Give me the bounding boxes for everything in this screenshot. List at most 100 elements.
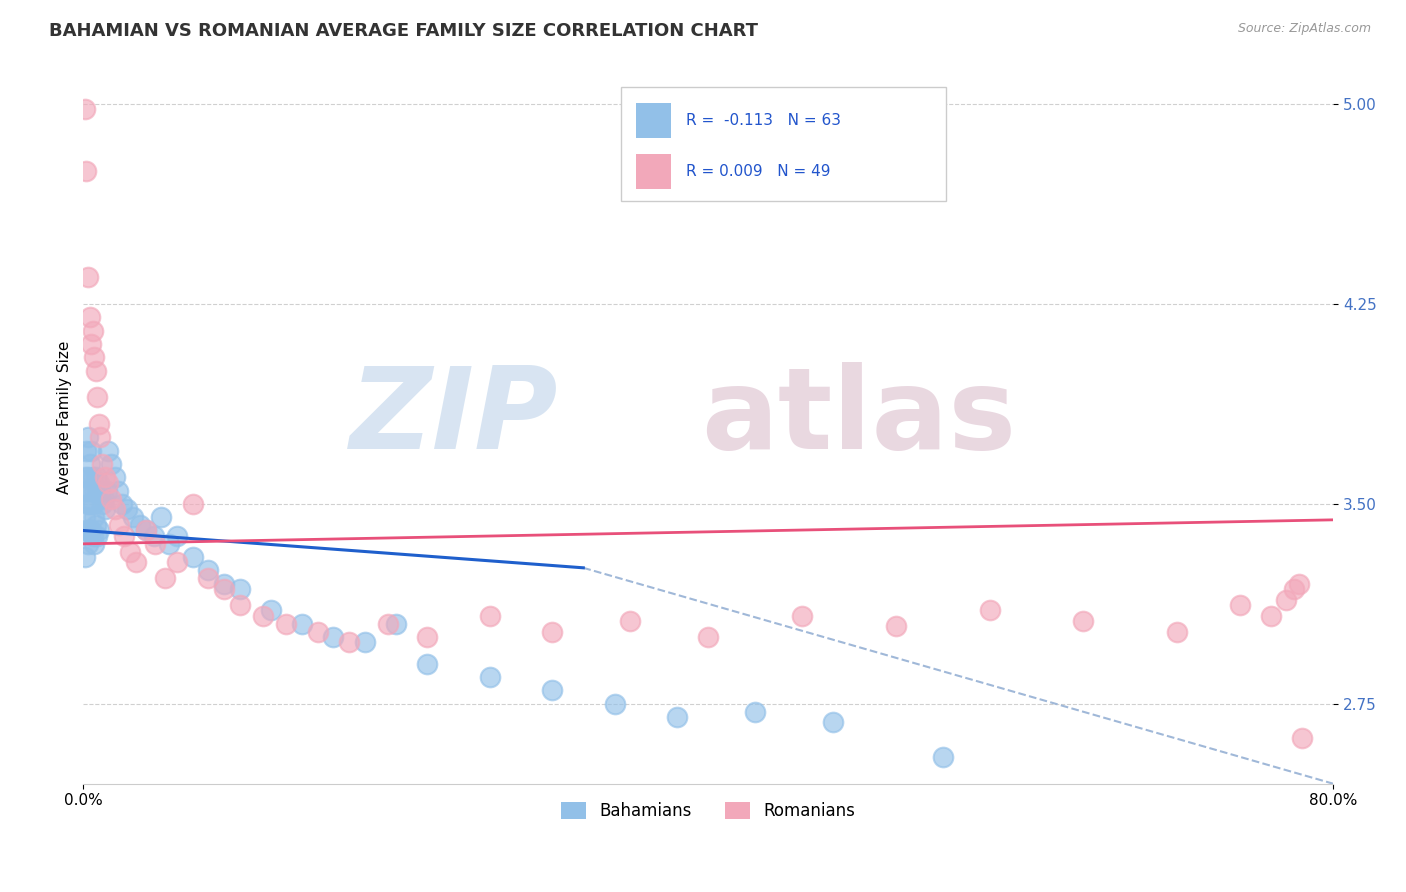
Point bbox=[100, 457, 122, 471]
Point bbox=[181, 550, 204, 565]
FancyBboxPatch shape bbox=[621, 87, 946, 201]
Point bbox=[541, 683, 564, 698]
Point bbox=[83, 537, 105, 551]
Point bbox=[77, 470, 100, 484]
Legend: Bahamians, Romanians: Bahamians, Romanians bbox=[554, 795, 862, 827]
Text: R = 0.009   N = 49: R = 0.009 N = 49 bbox=[686, 164, 831, 179]
Point bbox=[979, 603, 1001, 617]
Point bbox=[1288, 576, 1310, 591]
Point bbox=[697, 630, 720, 644]
Point bbox=[94, 502, 117, 516]
Point bbox=[115, 502, 138, 516]
Point bbox=[1291, 731, 1313, 746]
Point bbox=[385, 616, 408, 631]
Bar bbox=[636, 154, 671, 189]
Point bbox=[86, 390, 108, 404]
Point bbox=[276, 616, 298, 631]
Point bbox=[120, 545, 142, 559]
Point bbox=[619, 614, 641, 628]
Point bbox=[260, 603, 283, 617]
Point bbox=[83, 350, 105, 364]
Point bbox=[77, 497, 100, 511]
Point bbox=[1275, 592, 1298, 607]
Point bbox=[122, 510, 145, 524]
Point bbox=[94, 470, 117, 484]
Point bbox=[744, 705, 766, 719]
Point bbox=[252, 608, 274, 623]
Point bbox=[73, 550, 96, 565]
Point bbox=[87, 524, 110, 538]
Point bbox=[80, 443, 103, 458]
Point bbox=[100, 491, 122, 506]
Point bbox=[135, 524, 157, 538]
Point bbox=[416, 630, 439, 644]
Point bbox=[307, 624, 329, 639]
Point bbox=[790, 608, 813, 623]
Point bbox=[80, 483, 103, 498]
Point bbox=[87, 475, 110, 490]
Point bbox=[73, 470, 96, 484]
Point bbox=[80, 337, 103, 351]
Bar bbox=[636, 103, 671, 138]
Point bbox=[91, 457, 114, 471]
Point bbox=[75, 443, 97, 458]
Point bbox=[91, 497, 114, 511]
Point bbox=[77, 270, 100, 285]
Point bbox=[212, 576, 235, 591]
Point bbox=[89, 483, 111, 498]
Point bbox=[166, 556, 188, 570]
Point bbox=[97, 475, 120, 490]
Point bbox=[80, 524, 103, 538]
Point bbox=[77, 430, 100, 444]
Point bbox=[1284, 582, 1306, 596]
Point bbox=[75, 524, 97, 538]
Point bbox=[86, 483, 108, 498]
Text: ZIP: ZIP bbox=[350, 362, 558, 473]
Point bbox=[96, 483, 118, 498]
Point bbox=[77, 537, 100, 551]
Point bbox=[82, 324, 104, 338]
Point bbox=[666, 710, 689, 724]
Point bbox=[73, 103, 96, 117]
Point bbox=[93, 491, 115, 506]
Point bbox=[107, 483, 129, 498]
Point bbox=[83, 510, 105, 524]
Point bbox=[478, 608, 501, 623]
Point bbox=[603, 697, 626, 711]
Y-axis label: Average Family Size: Average Family Size bbox=[58, 341, 72, 494]
Point bbox=[1073, 614, 1095, 628]
Point bbox=[322, 630, 344, 644]
Point bbox=[228, 582, 250, 596]
Point bbox=[83, 483, 105, 498]
Point bbox=[181, 497, 204, 511]
Point bbox=[416, 657, 439, 671]
Point bbox=[142, 529, 165, 543]
Point bbox=[125, 556, 148, 570]
Point bbox=[82, 470, 104, 484]
Point bbox=[478, 670, 501, 684]
Point bbox=[823, 715, 845, 730]
Point bbox=[166, 529, 188, 543]
Point bbox=[1260, 608, 1282, 623]
Point bbox=[73, 510, 96, 524]
Point bbox=[75, 163, 97, 178]
Point bbox=[82, 529, 104, 543]
Point bbox=[84, 470, 107, 484]
Point bbox=[291, 616, 314, 631]
Point bbox=[79, 457, 101, 471]
Point bbox=[82, 497, 104, 511]
Point bbox=[197, 564, 219, 578]
Point bbox=[135, 524, 157, 538]
Point bbox=[377, 616, 399, 631]
Point bbox=[97, 443, 120, 458]
Point bbox=[84, 363, 107, 377]
Point bbox=[931, 750, 953, 764]
Point bbox=[89, 430, 111, 444]
Point bbox=[79, 497, 101, 511]
Point bbox=[111, 497, 134, 511]
Point bbox=[884, 619, 907, 633]
Point bbox=[157, 537, 180, 551]
Point bbox=[86, 529, 108, 543]
Point bbox=[541, 624, 564, 639]
Point bbox=[212, 582, 235, 596]
